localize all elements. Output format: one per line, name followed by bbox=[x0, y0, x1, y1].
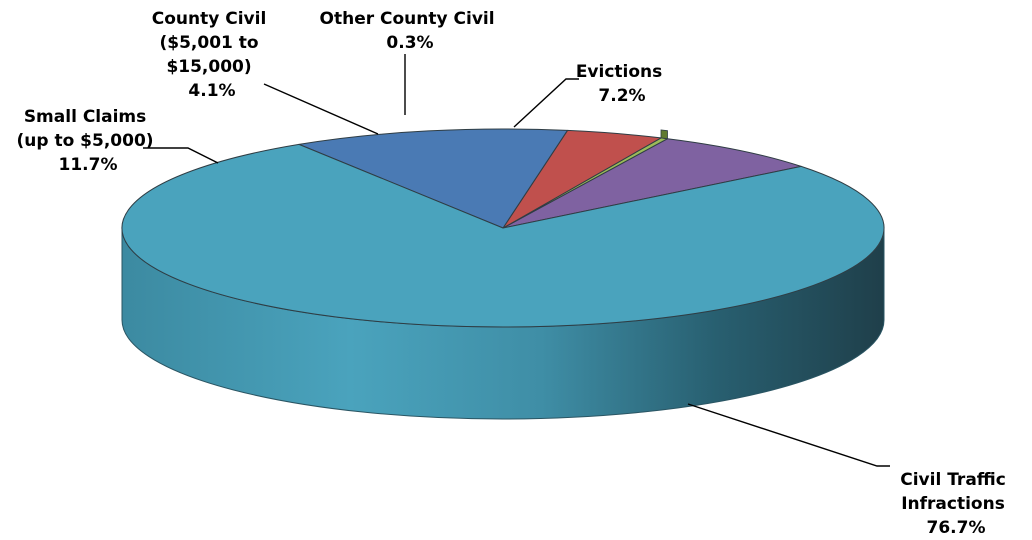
pie-slice-small-claims bbox=[298, 128, 568, 229]
leader-line-civil-traffic bbox=[687, 403, 890, 467]
label-civil-traffic: Civil Traffic Infractions 76.7% bbox=[900, 470, 1012, 538]
leader-line-county-civil bbox=[263, 83, 379, 135]
label-county-civil: County Civil ($5,001 to $15,000) 4.1% bbox=[152, 9, 272, 101]
label-evictions: Evictions 7.2% bbox=[576, 62, 668, 106]
leader-line-evictions bbox=[513, 78, 579, 128]
label-other-county-civil: Other County Civil 0.3% bbox=[320, 9, 501, 53]
label-small-claims: Small Claims (up to $5,000) 11.7% bbox=[17, 107, 160, 175]
pie-slice-evictions bbox=[502, 138, 802, 229]
pie-slice-other-county-civil-edge bbox=[660, 129, 668, 140]
pie-slice-civil-traffic bbox=[121, 143, 885, 328]
leader-line-small-claims bbox=[143, 147, 219, 164]
